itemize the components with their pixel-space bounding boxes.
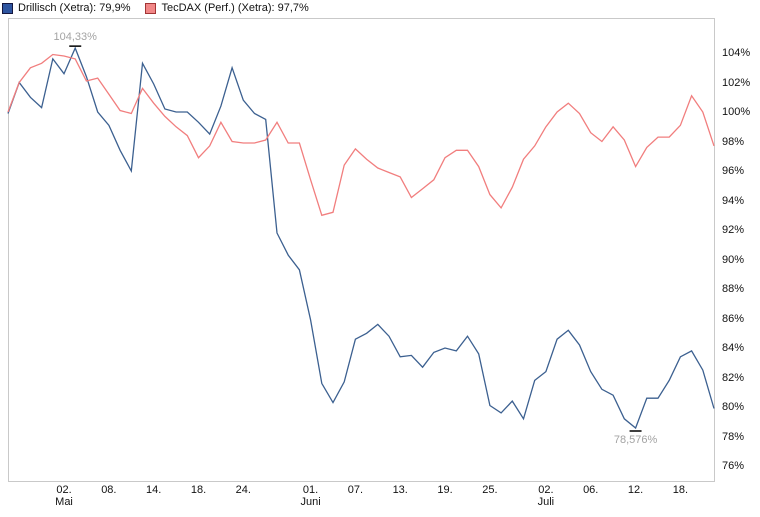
x-axis-tick-label: 08.	[101, 484, 117, 496]
x-axis-tick-label: 25.	[482, 484, 498, 496]
x-axis-tick-label: 06.	[583, 484, 599, 496]
y-axis-label: 88%	[722, 283, 745, 295]
y-axis-label: 104%	[722, 47, 751, 59]
legend-item-drillisch: Drillisch (Xetra): 79,9%	[2, 2, 130, 14]
y-axis-label: 100%	[722, 106, 751, 118]
y-axis-label: 84%	[722, 342, 745, 354]
y-axis-label: 102%	[722, 76, 751, 89]
x-axis-tick-label: 18.	[672, 484, 689, 496]
y-axis-label: 86%	[722, 312, 745, 325]
y-axis-label: 94%	[722, 194, 745, 207]
y-axis-label: 80%	[722, 401, 745, 413]
x-axis-tick-label: 02.	[538, 484, 554, 496]
y-axis-label: 78%	[722, 430, 745, 443]
y-axis-label: 98%	[722, 135, 745, 148]
y-axis-label: 96%	[722, 165, 745, 177]
x-axis-tick-label: 13.	[392, 484, 408, 496]
x-axis-month-label: Juni	[300, 496, 321, 508]
x-axis-month-label: Juli	[537, 496, 555, 508]
plot-frame	[8, 18, 715, 482]
x-axis-tick-label: 12.	[627, 484, 644, 496]
legend-label-tecdax: TecDAX (Perf.) (Xetra): 97,7%	[161, 2, 309, 14]
x-axis-tick-label: 07.	[347, 484, 364, 496]
chart-legend: Drillisch (Xetra): 79,9% TecDAX (Perf.) …	[2, 1, 324, 15]
x-axis-tick-label: 01.	[302, 484, 319, 496]
x-axis-tick-label: 02.	[56, 484, 72, 496]
x-axis-tick-label: 18.	[190, 484, 207, 496]
high-value-annotation: 104,33%	[53, 31, 97, 44]
y-axis-label: 90%	[722, 253, 745, 266]
series-line-drillisch	[7, 46, 715, 430]
low-value-annotation: 78,576%	[613, 434, 658, 446]
legend-swatch-tecdax	[145, 2, 157, 14]
series-line-tecdax	[7, 53, 715, 217]
x-axis-tick-label: 24.	[235, 484, 251, 496]
x-axis-month-label: Mai	[55, 496, 73, 508]
legend-item-tecdax: TecDAX (Perf.) (Xetra): 97,7%	[145, 2, 309, 14]
legend-swatch-drillisch	[2, 2, 13, 14]
x-axis-tick-label: 14.	[146, 484, 162, 496]
x-axis-tick-label: 19.	[437, 484, 453, 496]
y-axis-label: 82%	[722, 371, 745, 384]
annotation-ticks	[69, 45, 642, 432]
series-lines	[7, 46, 715, 430]
y-axis-label: 92%	[722, 224, 745, 236]
y-axis-label: 76%	[722, 460, 745, 472]
legend-label-drillisch: Drillisch (Xetra): 79,9%	[18, 2, 131, 14]
